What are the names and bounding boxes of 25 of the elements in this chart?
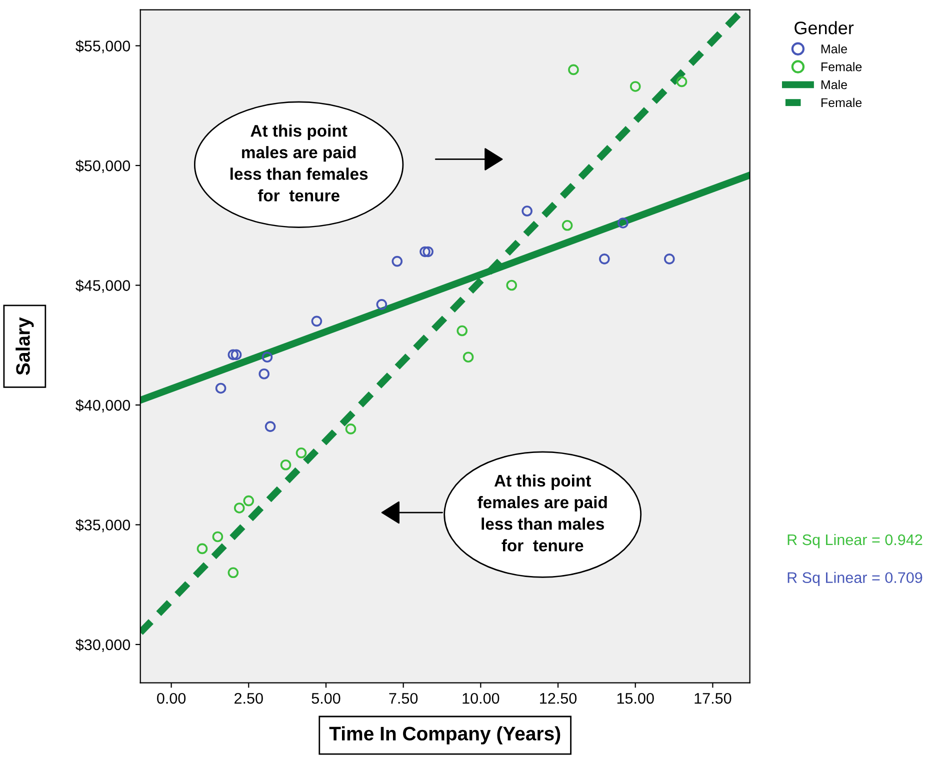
x-tick-label: 2.50 (234, 692, 263, 704)
x-tick-label: 0.00 (157, 692, 186, 704)
y-tick-label: $50,000 (76, 160, 130, 173)
text: R Sq Linear = 0.709 (788, 572, 922, 586)
y-tick-label: $30,000 (76, 638, 130, 652)
x-tick-label: 5.00 (312, 692, 340, 704)
y-tick-label: $40,000 (76, 399, 130, 412)
x-tick-label: 17.50 (694, 692, 732, 704)
x-tick-label: 15.00 (617, 692, 654, 704)
legend-label: Male (821, 80, 847, 90)
annotation: At this point males are paid less than females for tenure (230, 124, 368, 202)
legend-label: Male (821, 44, 847, 54)
x-tick-label: 7.50 (389, 692, 418, 704)
legend-label: Female (821, 62, 862, 72)
y-tick-label: $55,000 (76, 40, 130, 54)
legend-label: Female (821, 98, 862, 108)
legend-title: Gender (794, 21, 854, 34)
y-axis-title: Salary (16, 317, 34, 375)
x-tick-label: 12.50 (540, 692, 577, 704)
annotation: At this point females are paid less than males for tenure (478, 474, 607, 552)
x-axis-title: Time In Company (Years) (329, 726, 560, 744)
y-tick-label: $35,000 (76, 518, 130, 532)
y-tick-label: $45,000 (76, 279, 130, 293)
text: R Sq Linear = 0.942 (788, 534, 922, 548)
x-tick-label: 10.00 (462, 692, 500, 704)
